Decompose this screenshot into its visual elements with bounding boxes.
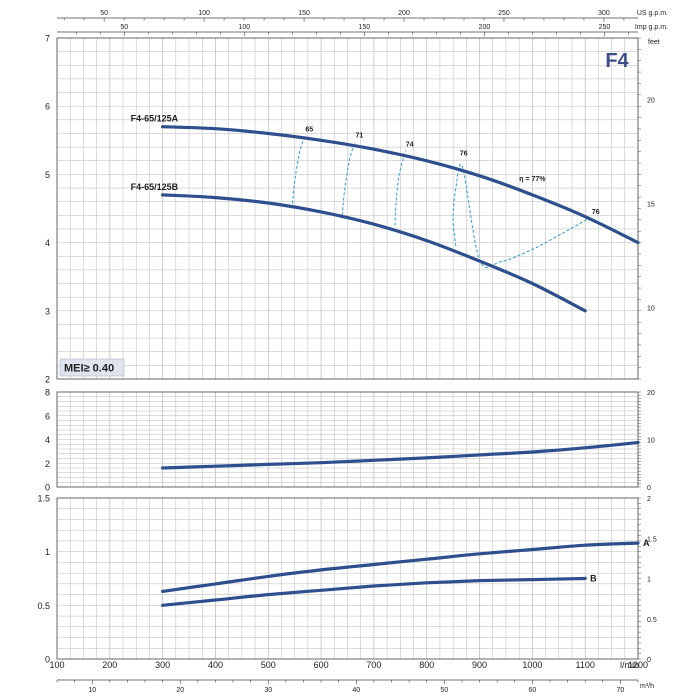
- x-tick-label: 1200: [628, 660, 648, 670]
- series-label: B: [590, 574, 597, 584]
- y-tick-label: 0.5: [37, 601, 50, 611]
- us-gpm-tick-label: 200: [398, 10, 410, 17]
- efficiency-line-74: [394, 150, 407, 226]
- y-tick-label: 5: [45, 170, 50, 180]
- x-unit-label: l/min: [620, 660, 639, 670]
- m3h-tick-label: 50: [440, 687, 448, 694]
- right-y-tick-label: 1: [647, 577, 651, 584]
- imp-gpm-tick-label: 50: [120, 24, 128, 31]
- right-y-tick-label: 0: [647, 485, 651, 492]
- us-gpm-tick-label: 150: [298, 10, 310, 17]
- y-tick-label: 0: [45, 483, 50, 493]
- us-gpm-tick-label: 300: [598, 10, 610, 17]
- x-tick-label: 900: [472, 660, 487, 670]
- efficiency-label: 65: [305, 127, 313, 134]
- y-tick-label: 1: [45, 547, 50, 557]
- x-tick-label: 100: [49, 660, 64, 670]
- right-y-tick-label: 10: [647, 438, 655, 445]
- series-curve-b: [161, 576, 587, 607]
- x-tick-label: 1000: [522, 660, 542, 670]
- efficiency-label: 76: [592, 209, 600, 216]
- m3h-tick-label: 10: [88, 687, 96, 694]
- series-curve-a: [161, 541, 640, 593]
- imp-gpm-tick-label: 250: [599, 24, 611, 31]
- x-tick-label: 200: [102, 660, 117, 670]
- efficiency-label: 76: [460, 150, 468, 157]
- mei-label: MEI≥ 0.40: [64, 363, 114, 375]
- m3h-tick-label: 30: [264, 687, 272, 694]
- y-tick-label: 6: [45, 102, 50, 112]
- y-tick-label: 8: [45, 388, 50, 398]
- series-label: F4-65/125A: [131, 114, 179, 124]
- series-label: A: [643, 538, 650, 548]
- y-tick-label: 4: [45, 435, 50, 445]
- right-y-tick-label: 20: [647, 98, 655, 105]
- right-y-tick-label: 0.5: [647, 617, 657, 624]
- efficiency-label: 71: [356, 133, 364, 140]
- imp-gpm-tick-label: 100: [238, 24, 250, 31]
- feet-unit-label: feet: [648, 39, 660, 46]
- y-tick-label: 3: [45, 306, 50, 316]
- panel-power: 0 0.5 1 1.5 0 0.5 1 1.5 2 A B: [37, 494, 656, 665]
- y-tick-label: 2: [45, 459, 50, 469]
- x-tick-label: 600: [314, 660, 329, 670]
- right-y-tick-label: 20: [647, 390, 655, 397]
- efficiency-line-71: [341, 141, 356, 216]
- eta-label: η = 77%: [519, 176, 546, 183]
- y-tick-label: 0: [45, 655, 50, 665]
- us-gpm-tick-label: 100: [198, 10, 210, 17]
- x-tick-label: 700: [366, 660, 381, 670]
- series-curve: [161, 440, 640, 470]
- imp-gpm-tick-label: 200: [479, 24, 491, 31]
- x-tick-label: 500: [261, 660, 276, 670]
- panel-npsh: 0 2 4 6 8 0 10 20: [45, 388, 655, 493]
- m3h-tick-label: 70: [616, 687, 624, 694]
- mei-box: [59, 358, 125, 377]
- panel-head: 2 3 4 5 6 7 10 15 20 feet 65 71 74 76 76 η = 77% F4-65/1…: [45, 34, 660, 385]
- y-tick-label: 6: [45, 411, 50, 421]
- us-gpm-unit-label: US g.p.m.: [637, 10, 668, 17]
- m3h-tick-label: 20: [176, 687, 184, 694]
- m3h-tick-label: 60: [528, 687, 536, 694]
- right-y-tick-label: 1.5: [647, 536, 657, 543]
- m3h-unit-label: m³/h: [640, 683, 654, 690]
- us-gpm-tick-label: 250: [498, 10, 510, 17]
- y-tick-label: 4: [45, 238, 50, 248]
- y-tick-label: 7: [45, 34, 50, 44]
- series-badge: F4: [605, 50, 629, 72]
- y-tick-label: 2: [45, 375, 50, 385]
- x-tick-label: 800: [419, 660, 434, 670]
- imp-gpm-tick-label: 150: [359, 24, 371, 31]
- x-tick-label: 300: [155, 660, 170, 670]
- series-curve-f4-65-125b: [161, 193, 587, 313]
- y-tick-label: 1.5: [37, 494, 50, 504]
- x-tick-label: 1100: [576, 660, 595, 670]
- series-label: F4-65/125B: [131, 182, 179, 192]
- series-curve-f4-65-125a: [161, 125, 640, 245]
- right-y-tick-label: 15: [647, 202, 655, 209]
- imp-gpm-unit-label: Imp g.p.m.: [635, 24, 668, 31]
- right-y-tick-label: 0: [647, 657, 651, 664]
- right-y-tick-label: 2: [647, 496, 651, 503]
- m3h-tick-label: 40: [352, 687, 360, 694]
- x-tick-label: 400: [208, 660, 223, 670]
- right-y-tick-label: 10: [647, 306, 655, 313]
- efficiency-label: 74: [406, 142, 414, 149]
- efficiency-line-65: [291, 135, 306, 209]
- us-gpm-tick-label: 50: [100, 10, 108, 17]
